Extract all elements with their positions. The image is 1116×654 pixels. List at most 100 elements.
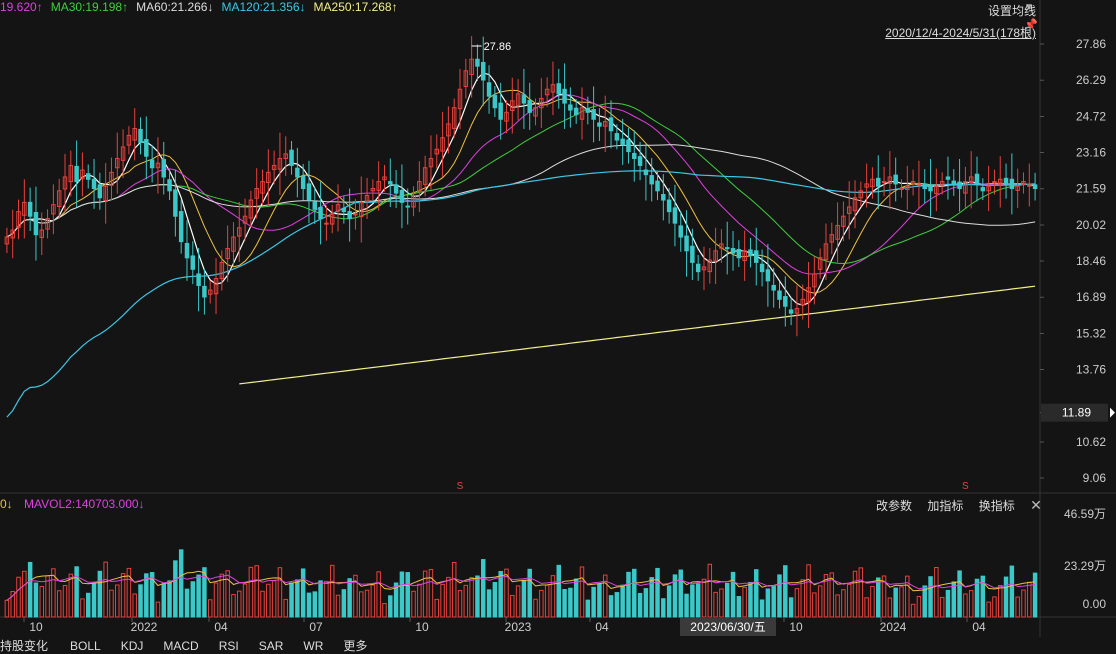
candle-body[interactable]: [405, 205, 410, 208]
candle-body[interactable]: [992, 181, 997, 184]
volume-bar[interactable]: [719, 588, 724, 618]
candle-body[interactable]: [643, 169, 649, 176]
candle-body[interactable]: [1027, 183, 1032, 187]
candle-body[interactable]: [277, 158, 283, 170]
candle-body[interactable]: [579, 107, 585, 120]
candle-body[interactable]: [144, 139, 149, 157]
candle-body[interactable]: [684, 235, 689, 252]
candle-body[interactable]: [45, 218, 50, 230]
volume-bar[interactable]: [521, 579, 527, 618]
volume-bar[interactable]: [353, 574, 358, 618]
volume-bar[interactable]: [783, 565, 788, 618]
candle-body[interactable]: [173, 189, 178, 217]
volume-bar[interactable]: [701, 578, 707, 618]
candle-body[interactable]: [254, 188, 259, 199]
candle-body[interactable]: [242, 215, 248, 224]
candle-body[interactable]: [382, 176, 387, 181]
volume-bar[interactable]: [759, 599, 765, 618]
volume-bar[interactable]: [602, 574, 608, 618]
candle-body[interactable]: [527, 99, 532, 113]
volume-bar[interactable]: [242, 583, 248, 618]
candle-body[interactable]: [742, 250, 747, 262]
volume-bar[interactable]: [829, 572, 835, 618]
candle-body[interactable]: [829, 234, 835, 243]
candle-body[interactable]: [1009, 178, 1015, 190]
candle-body[interactable]: [881, 181, 887, 184]
candle-body[interactable]: [353, 213, 358, 216]
candle-body[interactable]: [68, 164, 74, 183]
volume-bar[interactable]: [91, 581, 97, 618]
volume-bar[interactable]: [480, 559, 486, 618]
volume-bar[interactable]: [161, 583, 166, 618]
candle-body[interactable]: [184, 242, 190, 259]
volume-bar[interactable]: [167, 580, 172, 618]
candle-body[interactable]: [411, 194, 416, 208]
volume-bar[interactable]: [550, 575, 556, 618]
volume-bar[interactable]: [963, 593, 968, 618]
chevron-down-icon[interactable]: ▼: [1024, 2, 1034, 13]
volume-bar[interactable]: [899, 586, 904, 618]
candle-body[interactable]: [695, 263, 701, 273]
volume-bar[interactable]: [376, 571, 381, 618]
volume-bar[interactable]: [109, 589, 114, 618]
candle-body[interactable]: [115, 158, 120, 169]
candle-body[interactable]: [649, 175, 654, 185]
candle-body[interactable]: [207, 289, 213, 295]
candle-body[interactable]: [126, 134, 132, 146]
volume-bar[interactable]: [841, 589, 846, 618]
candle-body[interactable]: [672, 207, 678, 224]
volume-bar[interactable]: [742, 586, 747, 618]
candle-body[interactable]: [10, 229, 15, 239]
candle-body[interactable]: [951, 180, 957, 185]
volume-bar[interactable]: [457, 590, 463, 618]
candle-body[interactable]: [318, 206, 323, 220]
candle-body[interactable]: [736, 248, 742, 259]
candle-body[interactable]: [359, 201, 364, 218]
volume-bar[interactable]: [393, 582, 399, 618]
candle-body[interactable]: [388, 181, 393, 185]
volume-bar[interactable]: [56, 590, 62, 618]
candle-body[interactable]: [515, 93, 521, 106]
volume-bar[interactable]: [823, 574, 829, 618]
candle-body[interactable]: [161, 158, 166, 178]
volume-bar[interactable]: [173, 560, 178, 618]
volume-bar[interactable]: [451, 561, 457, 618]
volume-bar[interactable]: [469, 577, 474, 618]
indicator-tab[interactable]: KDJ: [120, 639, 144, 653]
volume-bar[interactable]: [341, 589, 347, 618]
candle-body[interactable]: [1032, 184, 1038, 190]
candle-body[interactable]: [225, 248, 230, 260]
volume-bar[interactable]: [103, 561, 108, 618]
candle-body[interactable]: [719, 243, 724, 249]
candle-body[interactable]: [22, 201, 27, 216]
candle-body[interactable]: [266, 171, 271, 184]
volume-bar[interactable]: [144, 573, 149, 618]
volume-bar[interactable]: [202, 567, 207, 618]
candle-body[interactable]: [666, 199, 672, 213]
candle-body[interactable]: [597, 122, 602, 127]
indicator-tab[interactable]: 持股变化: [0, 639, 49, 653]
candle-body[interactable]: [997, 178, 1003, 185]
candle-body[interactable]: [237, 227, 242, 237]
candle-body[interactable]: [957, 181, 962, 190]
candle-body[interactable]: [364, 194, 370, 202]
volume-bar[interactable]: [405, 572, 410, 618]
volume-bar[interactable]: [910, 603, 916, 618]
volume-bar[interactable]: [237, 590, 242, 618]
volume-bar[interactable]: [219, 573, 225, 618]
candle-body[interactable]: [986, 185, 991, 192]
candle-body[interactable]: [806, 287, 811, 303]
volume-bar[interactable]: [632, 568, 637, 618]
candle-body[interactable]: [80, 169, 85, 180]
volume-bar[interactable]: [68, 573, 74, 618]
volume-bar[interactable]: [283, 598, 288, 618]
candle-body[interactable]: [870, 178, 875, 188]
volume-bar[interactable]: [277, 567, 283, 618]
candle-body[interactable]: [724, 247, 730, 250]
candle-body[interactable]: [39, 229, 45, 238]
candle-body[interactable]: [626, 139, 631, 153]
volume-bar[interactable]: [777, 574, 782, 618]
volume-bar[interactable]: [643, 588, 649, 618]
candle-body[interactable]: [440, 137, 445, 152]
